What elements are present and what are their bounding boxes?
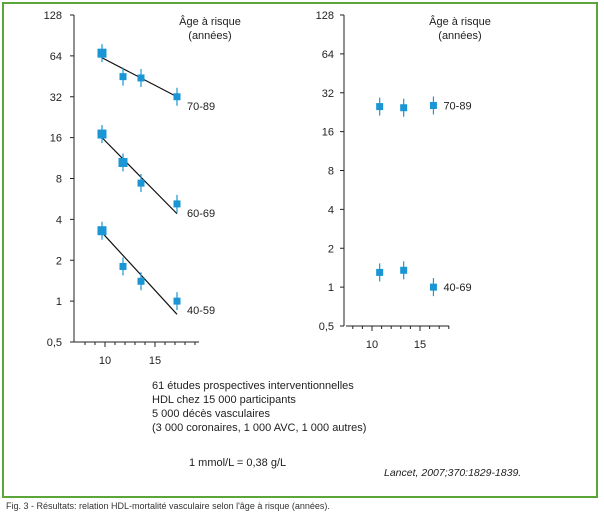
y-tick-label: 8 — [328, 166, 334, 178]
data-point — [400, 104, 408, 112]
study-note-line-2: HDL chez 15 000 participants — [152, 394, 296, 406]
data-point — [119, 262, 127, 270]
y-tick-label: 2 — [56, 255, 62, 267]
data-point — [429, 283, 437, 291]
data-point — [118, 157, 128, 167]
data-point — [137, 179, 145, 187]
data-point — [173, 93, 181, 101]
study-note-line-4: (3 000 coronaires, 1 000 AVC, 1 000 autr… — [152, 422, 367, 434]
y-tick-label: 2 — [328, 243, 334, 255]
data-point — [173, 200, 181, 208]
data-point — [97, 226, 107, 236]
y-tick-label: 0,5 — [47, 337, 62, 349]
study-note-line-3: 5 000 décès vasculaires — [152, 408, 271, 420]
series-label: 70-89 — [443, 100, 471, 112]
y-tick-label: 1 — [328, 282, 334, 294]
x-tick-label: 15 — [149, 355, 161, 367]
y-tick-label: 16 — [322, 127, 334, 139]
data-point — [119, 73, 127, 81]
series-label: 40-69 — [443, 282, 471, 294]
y-tick-label: 64 — [322, 49, 334, 61]
legend-title-right-line1: Âge à risque — [429, 16, 491, 28]
data-point — [429, 101, 437, 109]
y-tick-label: 0,5 — [319, 321, 334, 333]
trend-line — [101, 137, 178, 215]
data-point — [137, 277, 145, 285]
series-label: 40-59 — [187, 305, 215, 317]
data-point — [173, 297, 181, 305]
data-point — [376, 268, 384, 276]
y-tick-label: 4 — [328, 204, 334, 216]
figure-frame: 0,5 1 2 4 8 16 32 64 128 10 15 70-89 60-69 40-59 0,5 1 2… — [2, 2, 598, 498]
legend-title-left-line1: Âge à risque — [179, 16, 241, 28]
y-tick-label: 64 — [50, 51, 62, 63]
reference-citation: Lancet, 2007;370:1829-1839. — [384, 467, 522, 479]
y-tick-label: 128 — [316, 10, 334, 22]
data-point — [137, 74, 145, 82]
x-tick-label: 10 — [99, 355, 111, 367]
x-tick-label: 15 — [414, 339, 426, 351]
trend-line — [101, 232, 178, 315]
y-tick-label: 8 — [56, 174, 62, 186]
series-label: 70-89 — [187, 101, 215, 113]
study-note-line-1: 61 études prospectives interventionnelle… — [152, 380, 354, 392]
y-tick-label: 1 — [56, 296, 62, 308]
y-tick-label: 4 — [56, 214, 62, 226]
x-tick-label: 10 — [366, 339, 378, 351]
y-tick-label: 32 — [50, 92, 62, 104]
legend-title-right-line2: (années) — [438, 30, 482, 42]
data-point — [97, 129, 107, 139]
data-point — [376, 103, 384, 111]
y-tick-label: 128 — [44, 10, 62, 22]
data-point — [97, 48, 107, 58]
y-tick-label: 32 — [322, 88, 334, 100]
unit-conversion-note: 1 mmol/L = 0,38 g/L — [189, 457, 287, 469]
data-point — [400, 266, 408, 274]
y-tick-label: 16 — [50, 133, 62, 145]
legend-title-left-line2: (années) — [188, 30, 232, 42]
figure-caption: Fig. 3 - Résultats: relation HDL-mortali… — [6, 501, 330, 511]
series-label: 60-69 — [187, 208, 215, 220]
